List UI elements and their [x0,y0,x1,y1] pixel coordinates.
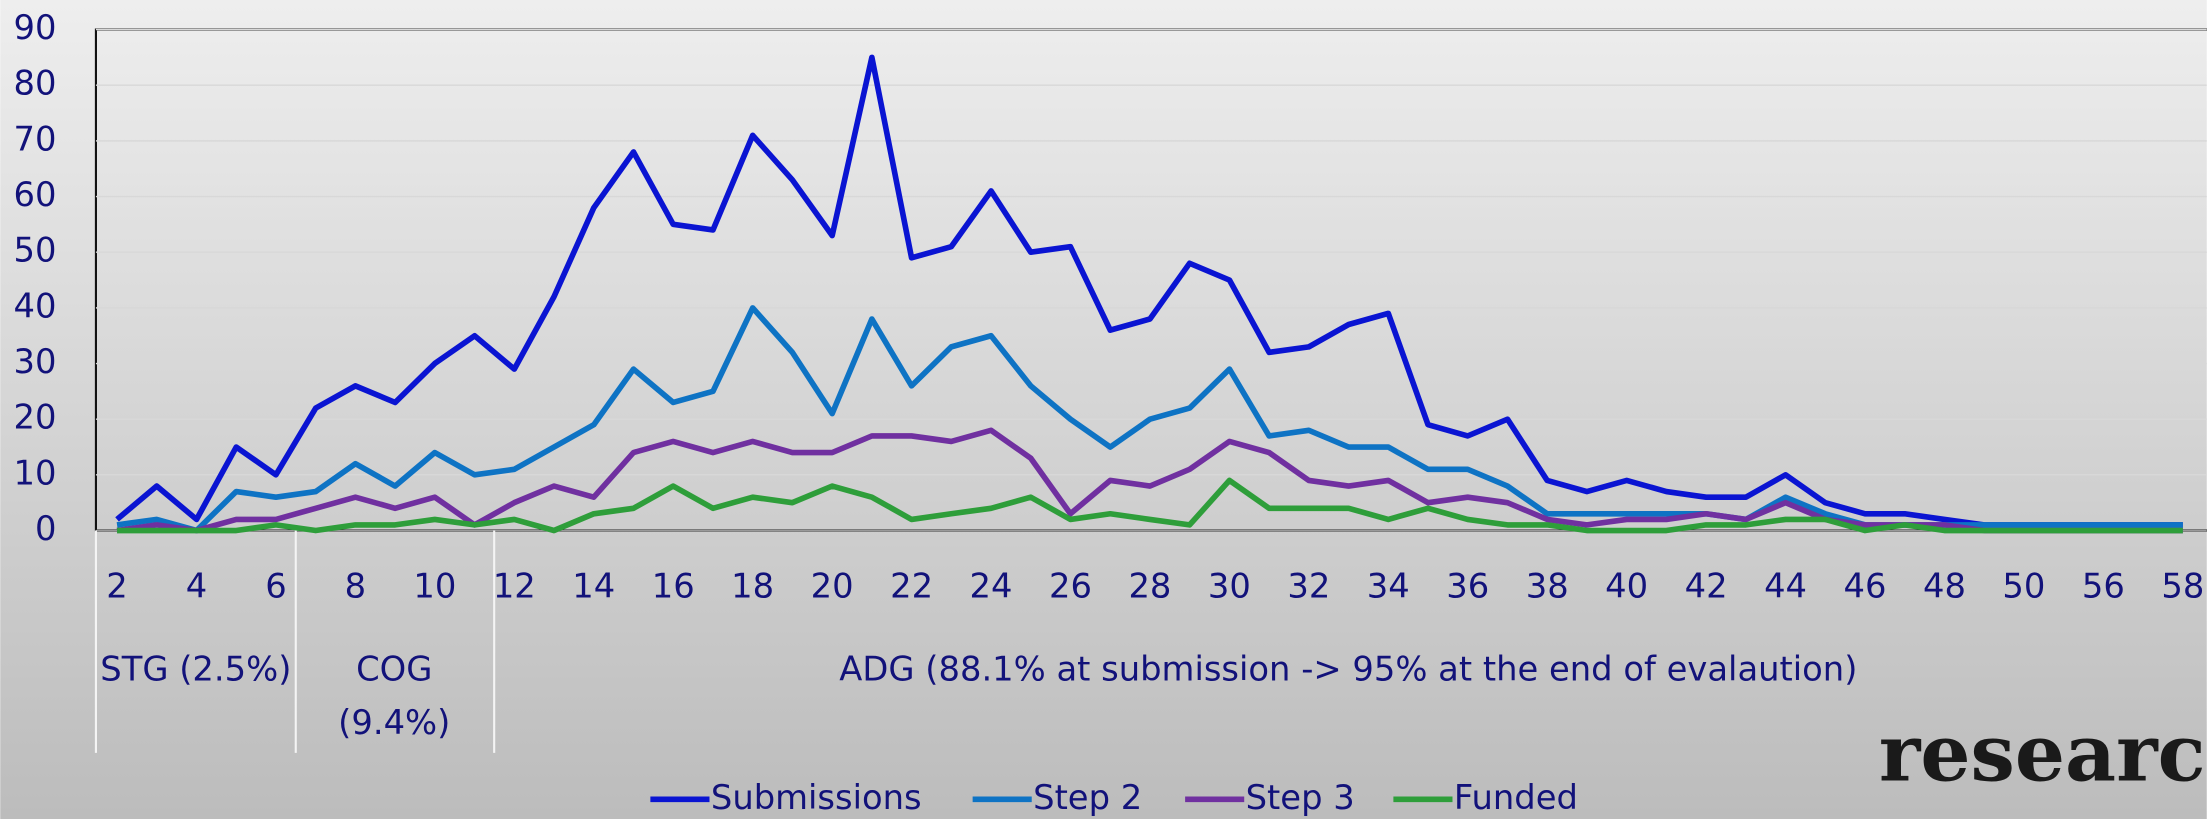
x-tick-label: 56 [2082,567,2125,606]
x-tick-label: 2 [106,567,127,606]
group-label: (9.4%) [338,703,450,742]
x-tick-label: 26 [1049,567,1092,606]
x-tick-label: 22 [890,567,933,606]
y-tick-label: 0 [35,509,56,548]
x-tick-label: 36 [1446,567,1489,606]
group-label: COG [356,650,432,689]
x-tick-label: 4 [186,567,207,606]
x-tick-label: 6 [265,567,286,606]
x-tick-label: 14 [572,567,615,606]
x-tick-label: 46 [1844,567,1887,606]
x-tick-label: 30 [1208,567,1251,606]
x-tick-label: 28 [1128,567,1171,606]
series-line [116,305,2183,534]
x-tick-label: 40 [1605,567,1648,606]
legend-label: Funded [1454,778,1578,817]
logo: research [1879,706,2207,799]
x-tick-label: 50 [2002,567,2045,606]
y-tick-label: 40 [14,286,57,325]
x-tick-label: 10 [413,567,456,606]
legend-label: Step 3 [1246,778,1355,817]
x-tick-label: 8 [345,567,366,606]
x-tick-label: 16 [652,567,695,606]
x-tick-label: 38 [1526,567,1569,606]
series-line [117,477,2183,534]
y-tick-label: 60 [14,175,57,214]
y-tick-label: 80 [14,64,57,103]
y-tick-label: 90 [14,8,57,47]
x-tick-label: 12 [493,567,536,606]
x-tick-label: 20 [811,567,854,606]
y-tick-label: 30 [14,342,57,381]
y-tick-label: 50 [14,231,57,270]
series-line [115,54,2183,528]
x-tick-label: 42 [1685,567,1728,606]
group-label: ADG (88.1% at submission -> 95% at the e… [839,650,1857,689]
x-tick-label: 34 [1367,567,1410,606]
x-tick-label: 48 [1923,567,1966,606]
group-label: STG (2.5%) [100,650,291,689]
y-tick-label: 70 [14,119,57,158]
x-tick-label: 58 [2161,567,2204,606]
x-tick-label: 32 [1287,567,1330,606]
legend-label: Submissions [711,778,922,817]
x-tick-label: 44 [1764,567,1807,606]
legend-label: Step 2 [1033,778,1142,817]
x-tick-label: 18 [731,567,774,606]
y-tick-label: 20 [14,398,57,437]
y-tick-label: 10 [14,453,57,492]
x-tick-label: 24 [970,567,1013,606]
